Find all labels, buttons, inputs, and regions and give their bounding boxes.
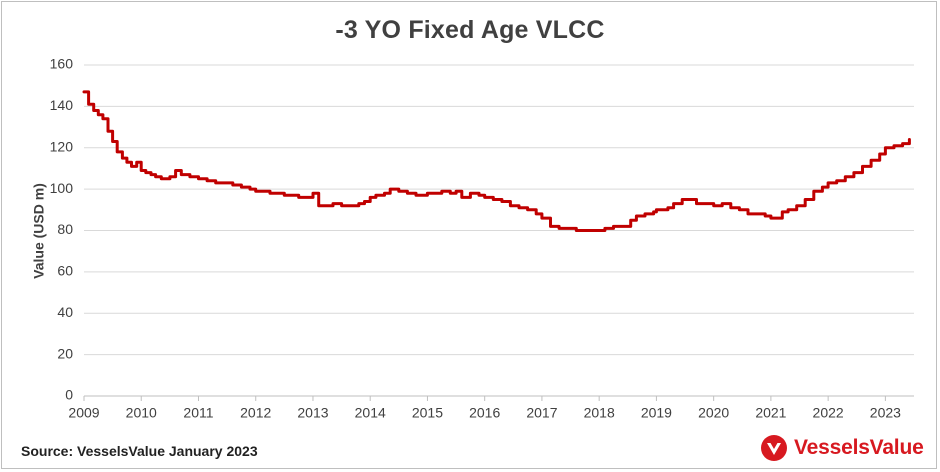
gridlines xyxy=(84,64,914,356)
y-axis-ticks: 0 20 40 60 80 100 120 140 160 xyxy=(50,56,74,403)
x-tick-label: 2012 xyxy=(240,405,271,421)
x-tick-label: 2019 xyxy=(641,405,672,421)
y-tick-label: 60 xyxy=(57,263,73,279)
series-group xyxy=(82,90,911,232)
x-tick-label: 2010 xyxy=(126,405,157,421)
x-tick-label: 2013 xyxy=(297,405,328,421)
x-tick-label: 2018 xyxy=(584,405,615,421)
x-tick-label: 2014 xyxy=(355,405,386,421)
y-tick-label: 120 xyxy=(50,138,74,154)
x-tick-label: 2017 xyxy=(526,405,557,421)
source-note: Source: VesselsValue January 2023 xyxy=(21,443,258,459)
vesselsvalue-logo-icon xyxy=(761,435,787,461)
y-tick-label: 140 xyxy=(50,97,74,113)
y-axis-label: Value (USD m) xyxy=(31,183,47,279)
brand-name: VesselsValue xyxy=(794,436,924,459)
x-axis-ticks: 2009 2010 2011 2012 2013 2014 2015 2016 2017 2018… xyxy=(68,396,901,421)
y-tick-label: 160 xyxy=(50,56,74,72)
x-tick-label: 2023 xyxy=(870,405,901,421)
x-tick-label: 2009 xyxy=(68,405,99,421)
x-tick-label: 2011 xyxy=(183,405,213,421)
series-line-0 xyxy=(82,90,911,232)
brand-logo: VesselsValue xyxy=(760,432,924,464)
y-tick-label: 0 xyxy=(65,387,73,403)
x-tick-label: 2021 xyxy=(755,405,786,421)
y-tick-label: 80 xyxy=(57,221,73,237)
x-tick-label: 2022 xyxy=(813,405,844,421)
chart-title: -3 YO Fixed Age VLCC xyxy=(335,16,605,44)
y-tick-label: 40 xyxy=(57,304,73,320)
x-tick-label: 2015 xyxy=(412,405,443,421)
y-tick-label: 100 xyxy=(50,180,74,196)
y-tick-label: 20 xyxy=(57,345,73,361)
x-tick-label: 2016 xyxy=(469,405,500,421)
x-tick-label: 2020 xyxy=(698,405,729,421)
